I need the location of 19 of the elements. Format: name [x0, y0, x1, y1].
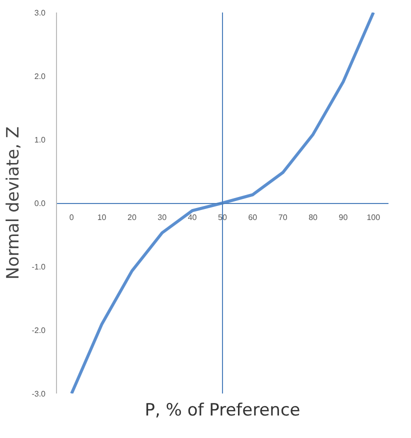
y-tick-label: 2.0: [34, 72, 46, 81]
x-tick-label: 40: [188, 213, 198, 222]
x-tick-label: 90: [338, 213, 348, 222]
x-tick-label: 0: [69, 213, 74, 222]
x-tick-label: 20: [128, 213, 137, 222]
x-tick-label: 10: [97, 213, 107, 222]
y-tick-label: 0.0: [34, 199, 46, 208]
x-axis-title: P, % of Preference: [144, 400, 300, 420]
x-tick-label: 60: [248, 213, 258, 222]
x-tick-label: 80: [308, 213, 318, 222]
x-tick-label: 30: [158, 213, 168, 222]
y-axis-title: Normal deviate, Z: [4, 126, 24, 280]
y-tick-label: -3.0: [32, 390, 46, 398]
y-tick-label: -1.0: [32, 262, 46, 272]
y-tick-label: 1.0: [34, 136, 46, 144]
x-tick-label: 100: [366, 213, 381, 222]
y-tick-label: -2.0: [32, 326, 46, 335]
y-tick-label: 3.0: [34, 8, 46, 18]
x-tick-label: 70: [278, 213, 288, 222]
